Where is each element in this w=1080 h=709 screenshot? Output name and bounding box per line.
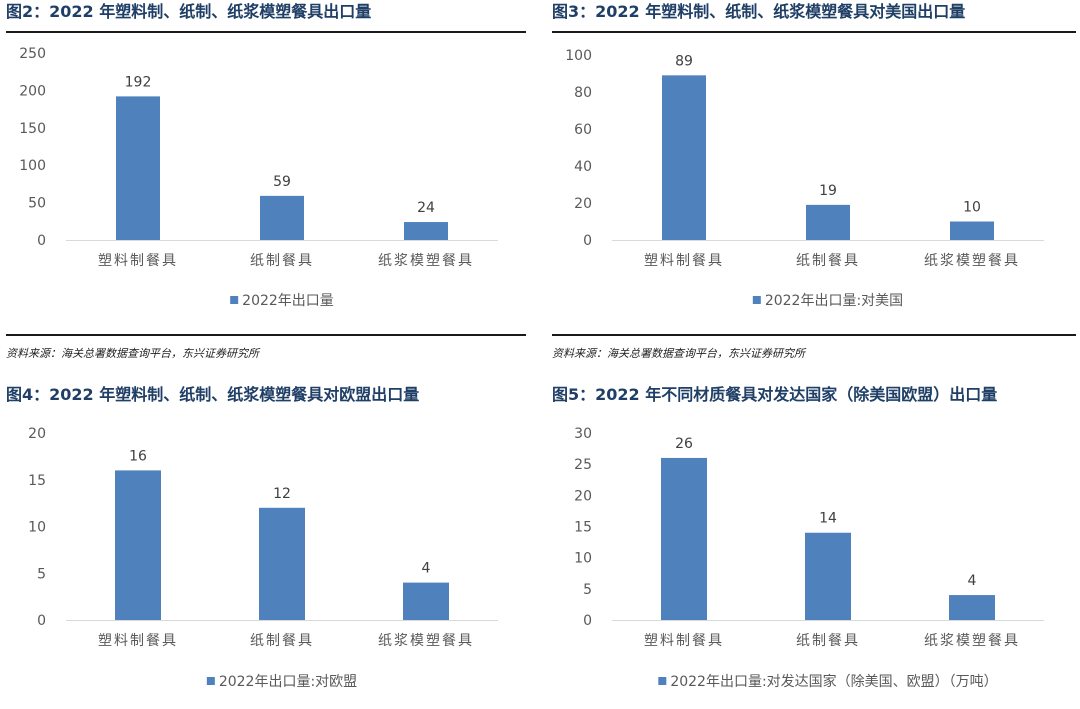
x-tick-label: 塑料制餐具: [644, 633, 724, 649]
bar-chart: 0 5 10 15 20 25 30 26 14 4 塑料制餐具 纸制餐具 纸浆模塑餐具 2022年出口量…: [574, 426, 1044, 690]
chart-panel-fig5: 图5：2022 年不同材质餐具对发达国家（除美国欧盟）出口量 0 5 10 15 20 2…: [552, 383, 1076, 709]
legend-swatch: [658, 677, 667, 685]
x-tick-label: 纸制餐具: [796, 633, 860, 649]
legend-label: 2022年出口量:对美国: [765, 293, 903, 309]
bar: [950, 221, 994, 240]
chart-title: 图3：2022 年塑料制、纸制、纸浆模塑餐具对美国出口量: [552, 2, 966, 21]
x-tick-label: 纸浆模塑餐具: [924, 633, 1020, 649]
x-tick-label: 纸制餐具: [796, 253, 860, 269]
bar-chart: 0 20 40 60 80 100 89 19 10 塑料制餐具 纸制餐具 纸浆模塑餐具 2022年出口…: [565, 48, 1044, 309]
data-label: 14: [819, 511, 837, 527]
bar: [259, 507, 305, 620]
legend-label: 2022年出口量: [242, 293, 334, 309]
y-tick-label: 10: [574, 551, 592, 567]
bar: [115, 470, 161, 620]
chart-title: 图5：2022 年不同材质餐具对发达国家（除美国欧盟）出口量: [552, 385, 998, 404]
data-label: 12: [273, 486, 291, 502]
y-tick-label: 25: [574, 457, 592, 473]
x-tick-label: 塑料制餐具: [98, 633, 178, 649]
chart-title: 图4：2022 年塑料制、纸制、纸浆模塑餐具对欧盟出口量: [6, 385, 420, 404]
y-tick-label: 150: [19, 121, 46, 137]
bar: [404, 222, 448, 240]
y-tick-label: 100: [19, 158, 46, 174]
legend: 2022年出口量:对美国: [752, 293, 903, 309]
x-tick-label: 塑料制餐具: [98, 253, 178, 269]
y-tick-label: 20: [28, 426, 46, 442]
data-label: 4: [422, 561, 431, 577]
bar: [662, 75, 706, 240]
legend-label: 2022年出口量:对欧盟: [219, 674, 357, 690]
source-note: 资料来源：海关总署数据查询平台，东兴证券研究所: [552, 347, 805, 360]
legend: 2022年出口量: [230, 293, 334, 309]
legend-label: 2022年出口量:对发达国家（除美国、欧盟）（万吨）: [670, 673, 997, 690]
chart-panel-fig3: 图3：2022 年塑料制、纸制、纸浆模塑餐具对美国出口量 0 20 40 60 80 10…: [552, 0, 1076, 365]
bar: [805, 532, 851, 620]
legend-swatch: [752, 296, 761, 304]
bar: [949, 595, 995, 620]
x-tick-label: 纸浆模塑餐具: [378, 253, 474, 269]
x-tick-label: 纸浆模塑餐具: [378, 633, 474, 649]
legend: 2022年出口量:对发达国家（除美国、欧盟）（万吨）: [658, 673, 998, 690]
y-tick-label: 0: [583, 613, 592, 629]
source-rule: [6, 334, 526, 336]
legend: 2022年出口量:对欧盟: [206, 674, 357, 690]
y-tick-label: 80: [574, 85, 592, 101]
y-tick-label: 200: [19, 83, 46, 99]
x-tick-label: 纸制餐具: [250, 633, 314, 649]
chart-panel-fig2: 图2：2022 年塑料制、纸制、纸浆模塑餐具出口量 0 50 100 150 200 25…: [6, 0, 526, 365]
data-label: 16: [129, 448, 147, 464]
x-tick-label: 纸浆模塑餐具: [924, 253, 1020, 269]
bar: [260, 195, 304, 240]
data-label: 89: [675, 53, 693, 69]
y-tick-label: 20: [574, 196, 592, 212]
y-tick-label: 0: [37, 613, 46, 629]
y-tick-label: 100: [565, 48, 592, 64]
x-tick-label: 纸制餐具: [250, 253, 314, 269]
bar-chart: 0 50 100 150 200 250 192 59 24 塑料制餐具 纸制餐具 纸浆模塑餐具 202…: [19, 46, 498, 309]
y-tick-label: 15: [574, 520, 592, 536]
chart-title: 图2：2022 年塑料制、纸制、纸浆模塑餐具出口量: [6, 2, 372, 21]
y-tick-label: 20: [574, 488, 592, 504]
y-tick-label: 0: [583, 233, 592, 249]
data-label: 19: [819, 183, 837, 199]
source-note: 资料来源：海关总署数据查询平台，东兴证券研究所: [6, 347, 259, 360]
y-tick-label: 0: [37, 233, 46, 249]
bar: [403, 582, 449, 620]
chart-panel-fig4: 图4：2022 年塑料制、纸制、纸浆模塑餐具对欧盟出口量 0 5 10 15 20 16 1…: [6, 383, 526, 709]
data-label: 24: [417, 200, 435, 216]
bar-chart: 0 5 10 15 20 16 12 4 塑料制餐具 纸制餐具 纸浆模塑餐具 2022年出口量:对欧盟: [28, 426, 498, 690]
y-tick-label: 30: [574, 426, 592, 442]
bar: [806, 204, 850, 240]
y-tick-label: 5: [583, 582, 592, 598]
y-tick-label: 250: [19, 46, 46, 62]
source-rule: [552, 334, 1076, 336]
y-tick-label: 10: [28, 520, 46, 536]
title-rule: [552, 31, 1076, 33]
y-tick-label: 60: [574, 122, 592, 138]
data-label: 10: [963, 200, 981, 216]
y-tick-label: 40: [574, 159, 592, 175]
bar: [661, 457, 707, 620]
data-label: 4: [968, 573, 977, 589]
data-label: 192: [125, 74, 152, 90]
y-tick-label: 15: [28, 473, 46, 489]
y-tick-label: 5: [37, 566, 46, 582]
title-rule: [6, 31, 526, 33]
bar: [116, 96, 160, 240]
legend-swatch: [206, 677, 215, 685]
x-tick-label: 塑料制餐具: [644, 253, 724, 269]
legend-swatch: [230, 296, 239, 304]
data-label: 59: [273, 174, 291, 190]
data-label: 26: [675, 436, 693, 452]
y-tick-label: 50: [28, 196, 46, 212]
